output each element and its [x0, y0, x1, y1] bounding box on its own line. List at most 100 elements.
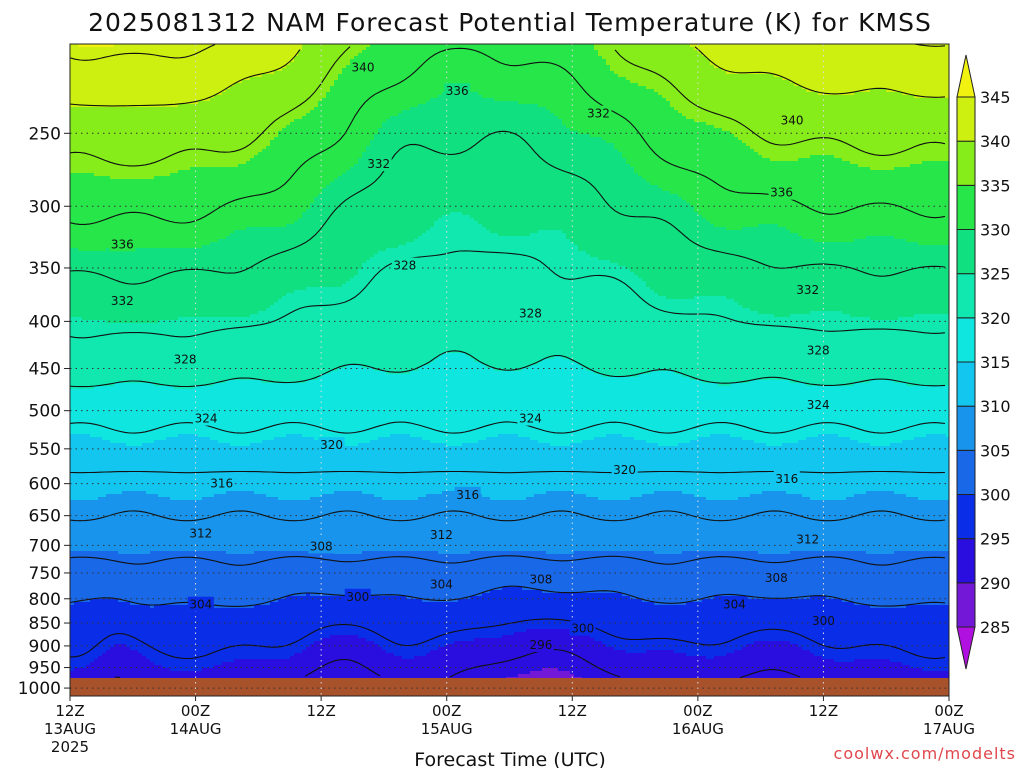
x-tick-label: 17AUG	[923, 720, 975, 738]
y-tick-label: 800	[29, 590, 61, 610]
contour-label: 312	[187, 525, 214, 541]
contour-label: 312	[794, 531, 821, 547]
contour-label: 332	[794, 282, 821, 298]
contour-label: 340	[779, 112, 806, 128]
colorbar-segment	[956, 96, 976, 142]
contour-line-316	[70, 421, 946, 434]
contour-label-text: 340	[352, 60, 375, 74]
contour-line-344	[70, 44, 946, 61]
contour-label-text: 340	[781, 113, 804, 127]
contour-line-308	[70, 510, 946, 522]
y-tick-label: 850	[29, 614, 61, 634]
contour-label: 316	[208, 475, 235, 491]
contour-label: 336	[768, 184, 795, 200]
contour-label: 300	[344, 588, 371, 604]
x-tick-label: 12Z	[809, 702, 838, 720]
contour-label-text: 304	[430, 578, 453, 592]
contour-label-text: 300	[346, 590, 369, 604]
colorbar-segment	[956, 54, 976, 98]
contour-label-text: 316	[456, 488, 479, 502]
colorbar-label: 305	[980, 441, 1011, 460]
colorbar-label: 290	[980, 574, 1011, 593]
contour-label: 320	[318, 437, 345, 453]
x-tick-label: 16AUG	[672, 720, 724, 738]
contour-labels: 340 336 332 340 332 336 336 328 332 332 328 328 328 3…	[109, 59, 837, 653]
contour-label-text: 328	[807, 343, 830, 357]
contour-label: 328	[391, 257, 418, 273]
contour-label-text: 332	[587, 107, 610, 121]
contour-label-text: 312	[796, 533, 819, 547]
contour-label-text: 336	[446, 84, 469, 98]
x-tick-label: 00Z	[934, 702, 963, 720]
contour-line-320	[70, 350, 946, 388]
y-tick-label: 350	[29, 259, 61, 279]
colorbar-segment	[956, 449, 976, 496]
x-tick-label: 14AUG	[170, 720, 222, 738]
colorbar-label: 295	[980, 530, 1011, 549]
contour-label: 336	[109, 236, 136, 252]
contour-label: 328	[172, 351, 199, 367]
y-tick-label: 400	[29, 312, 61, 332]
y-tick-label: 450	[29, 360, 61, 380]
contour-label-text: 328	[519, 306, 542, 320]
contour-label-text: 324	[195, 412, 218, 426]
contour-label: 308	[763, 570, 790, 586]
plot-frame	[69, 43, 950, 697]
contour-label-text: 300	[571, 622, 594, 636]
contour-line-296	[70, 618, 946, 660]
contour-label-text: 312	[430, 528, 453, 542]
contour-line-336	[70, 46, 946, 167]
contour-label-text: 308	[310, 539, 333, 553]
contour-label: 300	[810, 613, 837, 629]
contour-label: 328	[517, 305, 544, 321]
contour-label-text: 336	[770, 186, 793, 200]
y-tick-label: 700	[29, 536, 61, 556]
contour-label: 300	[569, 620, 596, 636]
contour-label: 332	[365, 156, 392, 172]
y-tick-label: 600	[29, 475, 61, 495]
contour-label-text: 332	[111, 294, 134, 308]
colorbar-segment	[956, 538, 976, 584]
x-tick-label: 00Z	[683, 702, 712, 720]
contour-label-text: 336	[111, 237, 134, 251]
contour-label: 308	[308, 538, 335, 554]
colorbar-segment	[956, 405, 976, 451]
colorbar-segment	[956, 361, 976, 407]
x-tick-label: 15AUG	[421, 720, 473, 738]
contour-label: 308	[527, 571, 554, 587]
colorbar-label: 285	[980, 618, 1011, 637]
contour-label-text: 316	[775, 472, 798, 486]
contour-label-text: 300	[812, 614, 835, 628]
x-tick-label: 13AUG	[44, 720, 96, 738]
contour-label-text: 320	[320, 438, 343, 452]
colorbar-label: 340	[980, 132, 1011, 151]
contour-label: 324	[193, 410, 220, 426]
contour-label-text: 328	[393, 259, 416, 273]
contour-label-text: 308	[529, 572, 552, 586]
contour-label: 324	[805, 397, 832, 413]
colorbar-label: 310	[980, 397, 1011, 416]
contour-label-text: 296	[529, 638, 552, 652]
y-tick-label: 300	[29, 197, 61, 217]
chart-title: 2025081312 NAM Forecast Potential Temper…	[88, 8, 932, 37]
contour-line-324	[70, 250, 946, 339]
colorbar-segment	[956, 626, 976, 670]
contour-line-332	[70, 47, 946, 225]
contour-label: 332	[585, 105, 612, 121]
contour-label-text: 332	[796, 283, 819, 297]
colorbar-label: 315	[980, 353, 1011, 372]
x-tick-label: 00Z	[181, 702, 210, 720]
contour-label: 336	[444, 83, 471, 99]
contour-label-text: 312	[189, 527, 212, 541]
colorbar-segment	[956, 582, 976, 628]
contour-line-340	[70, 46, 946, 107]
credit-text: coolwx.com/modelts	[834, 744, 1016, 763]
contour-line-300	[70, 585, 946, 607]
y-tick-label: 500	[29, 402, 61, 422]
colorbar-label: 345	[980, 88, 1011, 107]
x-tick-label: 12Z	[55, 702, 84, 720]
colorbar-segment	[956, 229, 976, 275]
contour-label: 320	[611, 462, 638, 478]
